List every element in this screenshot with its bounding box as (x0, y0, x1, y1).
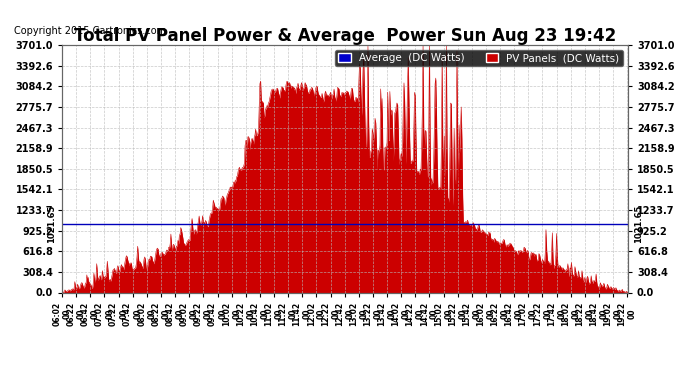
Title: Total PV Panel Power & Average  Power Sun Aug 23 19:42: Total PV Panel Power & Average Power Sun… (74, 27, 616, 45)
Text: 1021.65: 1021.65 (633, 205, 642, 243)
Legend: Average  (DC Watts), PV Panels  (DC Watts): Average (DC Watts), PV Panels (DC Watts) (335, 50, 622, 66)
Text: Copyright 2015 Cartronics.com: Copyright 2015 Cartronics.com (14, 26, 166, 36)
Text: 1021.65: 1021.65 (48, 205, 57, 243)
